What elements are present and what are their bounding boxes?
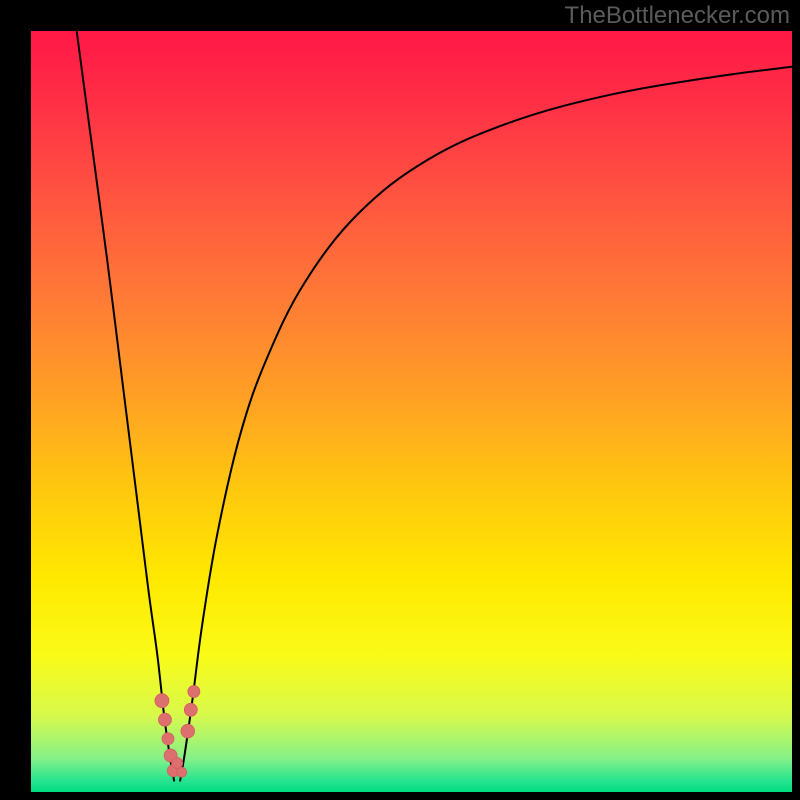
- marker-right: [188, 686, 200, 698]
- marker-left: [155, 694, 169, 708]
- marker-right: [181, 724, 195, 738]
- chart-stage: TheBottlenecker.com: [0, 0, 800, 800]
- marker-center: [172, 758, 183, 769]
- marker-right: [184, 703, 197, 716]
- chart-svg: [0, 0, 800, 800]
- curve-right: [180, 67, 792, 781]
- marker-left: [162, 733, 174, 745]
- watermark-text: TheBottlenecker.com: [565, 2, 790, 30]
- curve-left: [77, 31, 174, 781]
- marker-left: [158, 713, 171, 726]
